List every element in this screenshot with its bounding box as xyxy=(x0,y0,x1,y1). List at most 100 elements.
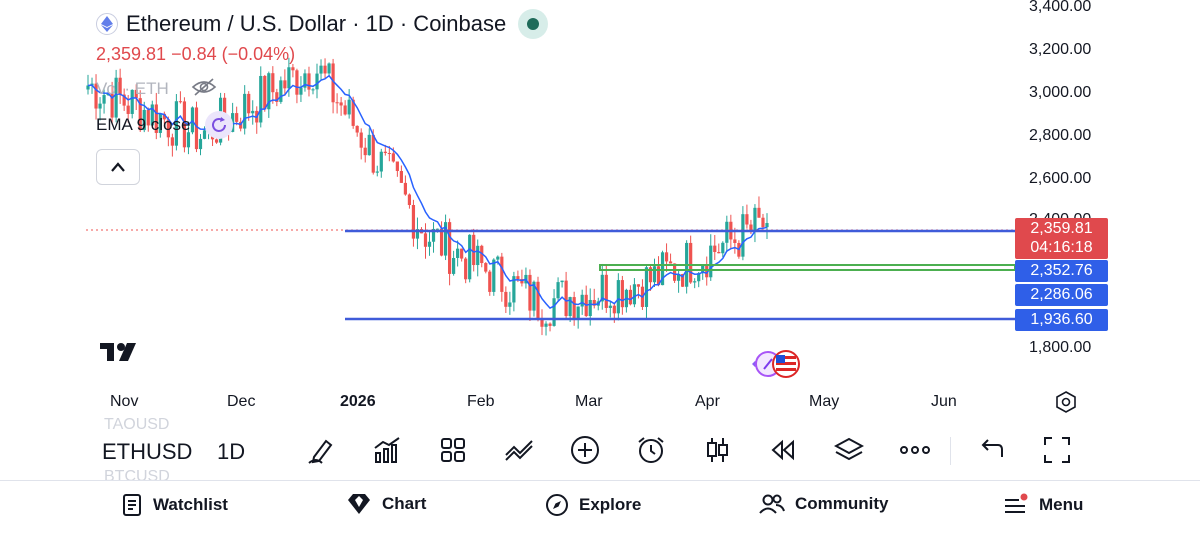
candle-up xyxy=(86,85,90,90)
candle-down xyxy=(500,256,504,292)
candle-down xyxy=(668,261,673,264)
more-options-icon[interactable] xyxy=(898,433,932,467)
drawing-tool-icon[interactable] xyxy=(304,433,338,467)
candle-down xyxy=(182,101,187,148)
candle-up xyxy=(303,73,307,88)
candle-down xyxy=(540,318,544,327)
chart-legend: Ethereum / U.S. Dollar · 1D · Coinbase 2… xyxy=(96,8,549,185)
candle-down xyxy=(395,161,399,171)
candle-down xyxy=(283,80,287,89)
candle-down xyxy=(528,274,532,311)
current-price-value: 2,359.81 xyxy=(1030,220,1093,237)
candle-up xyxy=(231,113,235,132)
candle-down xyxy=(235,113,239,122)
time-axis-label: Mar xyxy=(575,393,603,410)
toolbar-divider xyxy=(950,437,951,465)
candle-down xyxy=(355,125,359,133)
candle-up xyxy=(415,229,420,239)
compare-icon[interactable] xyxy=(502,433,536,467)
interval-selector[interactable]: 1D xyxy=(217,439,246,464)
candle-down xyxy=(387,152,391,154)
nav-explore[interactable]: Explore xyxy=(545,493,641,517)
candle-up xyxy=(259,75,263,123)
indicators-icon[interactable] xyxy=(370,433,404,467)
undo-icon[interactable] xyxy=(974,433,1008,467)
candle-up xyxy=(721,242,725,254)
candle-down xyxy=(166,119,170,138)
layout-grid-icon[interactable] xyxy=(436,433,470,467)
candle-up xyxy=(608,305,612,308)
candle-up xyxy=(427,241,432,247)
collapse-legend-button[interactable] xyxy=(96,149,140,185)
candle-down xyxy=(295,70,299,95)
candle-up xyxy=(576,306,580,320)
nav-watchlist[interactable]: Watchlist xyxy=(121,493,228,517)
candle-up xyxy=(512,276,516,303)
candle-up xyxy=(375,171,379,173)
candle-up xyxy=(130,89,134,114)
candle-down xyxy=(351,99,355,126)
candle-down xyxy=(271,73,275,93)
layers-icon[interactable] xyxy=(832,433,866,467)
candle-up xyxy=(456,248,460,258)
candle-down xyxy=(447,222,452,274)
symbol-title[interactable]: Ethereum / U.S. Dollar · 1D · Coinbase xyxy=(126,11,507,36)
events-sticker-icon[interactable] xyxy=(746,349,804,384)
candle-up xyxy=(150,104,154,126)
candle-down xyxy=(162,113,166,120)
candle-up xyxy=(367,134,371,156)
nav-community[interactable]: Community xyxy=(759,493,889,515)
current-price-tag: 2,359.81 04:16:18 xyxy=(1015,218,1108,259)
candle-down xyxy=(331,63,335,103)
eye-hidden-icon[interactable] xyxy=(191,77,217,102)
volume-indicator-label[interactable]: Vol · ETH xyxy=(96,79,169,98)
tradingview-logo xyxy=(100,341,144,368)
candle-down xyxy=(572,297,576,320)
candle-down xyxy=(464,258,468,280)
ema-indicator-label[interactable]: EMA 9 close xyxy=(96,115,191,134)
candles-icon[interactable] xyxy=(700,433,734,467)
candle-up xyxy=(580,294,584,307)
candle-down xyxy=(592,299,596,306)
compass-icon xyxy=(546,494,568,516)
candle-up xyxy=(142,109,146,131)
replay-icon[interactable] xyxy=(766,433,800,467)
price-chart[interactable] xyxy=(0,0,1200,420)
nav-chart[interactable]: Chart xyxy=(346,493,426,515)
add-icon[interactable] xyxy=(568,433,602,467)
candle-down xyxy=(612,305,616,314)
candle-up xyxy=(693,281,697,283)
candle-down xyxy=(439,228,444,256)
candle-up xyxy=(677,274,681,281)
candle-up xyxy=(287,67,291,89)
candle-down xyxy=(745,214,749,225)
alarm-clock-icon[interactable] xyxy=(634,433,668,467)
loading-icon xyxy=(204,111,233,139)
candle-up xyxy=(251,110,255,114)
time-axis-label: Apr xyxy=(695,393,720,410)
candle-down xyxy=(407,194,412,206)
symbol-selector[interactable]: ETHUSD xyxy=(102,439,193,464)
candle-up xyxy=(697,273,701,282)
candle-up xyxy=(315,73,319,90)
community-icon xyxy=(759,494,785,514)
fullscreen-icon[interactable] xyxy=(1040,433,1074,467)
candle-up xyxy=(544,323,548,327)
nav-watchlist-label: Watchlist xyxy=(153,495,228,514)
chart-settings-icon[interactable] xyxy=(1054,390,1078,419)
nav-menu[interactable]: Menu xyxy=(1003,493,1083,517)
candle-down xyxy=(423,233,428,247)
candle-up xyxy=(765,223,769,228)
nav-menu-label: Menu xyxy=(1039,495,1084,514)
candle-down xyxy=(472,234,476,266)
price-axis-label: 2,600.00 xyxy=(1029,170,1092,187)
candle-down xyxy=(564,280,568,317)
candle-up xyxy=(632,284,637,305)
candle-down xyxy=(504,291,508,307)
ethereum-icon xyxy=(96,13,118,35)
candle-down xyxy=(94,83,98,109)
candle-up xyxy=(741,214,745,257)
candle-down xyxy=(363,147,367,156)
candle-down xyxy=(194,107,199,150)
candle-down xyxy=(214,139,219,143)
